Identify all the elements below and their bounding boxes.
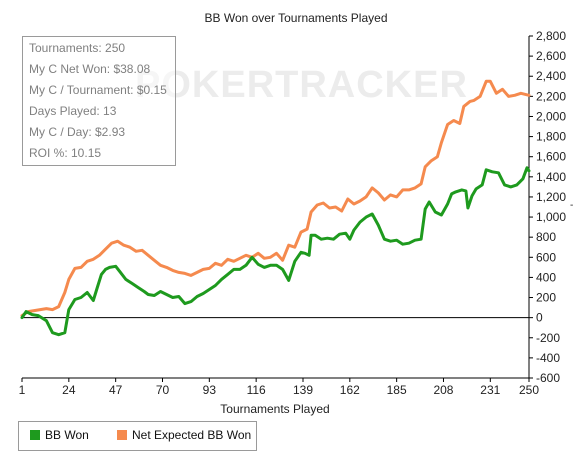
x-tick-label: 24 [62,383,76,397]
x-tick-label: 139 [293,383,313,397]
y-tick-label: -200 [536,331,560,345]
pokertracker-watermark: POKERTRACKER [135,64,468,106]
plot-frame [22,36,530,379]
y-tick-label: 1,000 [536,210,566,224]
y-tick-label: -400 [536,351,560,365]
x-tick-label: 116 [247,383,266,397]
stat-roi: ROI %: 10.15 [29,146,102,160]
x-axis: 1 24 47 70 93 116 139 162 185 208 231 250 [19,378,539,397]
x-axis-label: Tournaments Played [220,402,329,416]
x-tick-label: 47 [109,383,123,397]
y-tick-label: 2,000 [536,109,566,123]
y-tick-label: 1,800 [536,130,566,144]
x-tick-label: 208 [433,383,453,397]
series-line-net-expected [20,79,531,318]
legend-label-net-expected: Net Expected BB Won [132,428,252,442]
stat-days-played: Days Played: 13 [29,104,117,118]
stat-tournaments: Tournaments: 250 [29,41,126,55]
legend: BB Won Net Expected BB Won [18,421,257,451]
x-tick-label: 250 [519,383,539,397]
x-tick-label: 93 [203,383,217,397]
legend-swatch-net-expected [117,430,127,440]
side-mark: - [570,200,573,211]
stat-per-day: My C / Day: $2.93 [29,125,126,139]
y-tick-label: 400 [536,270,556,284]
x-tick-label: 162 [340,383,360,397]
y-tick-label: 0 [536,311,543,325]
y-tick-label: 1,400 [536,170,566,184]
y-tick-label: 1,600 [536,150,566,164]
legend-swatch-bb-won [30,430,40,440]
legend-label-bb-won: BB Won [45,428,89,442]
y-tick-label: 2,800 [536,29,566,43]
chart-title: BB Won over Tournaments Played [205,11,388,25]
y-tick-label: 2,200 [536,89,566,103]
y-tick-label: 800 [536,230,556,244]
y-tick-label: -600 [536,371,560,385]
series-line-bb-won [20,166,531,337]
y-axis: -600 -400 -200 0 200 400 600 800 1,000 1,200 1,400… [529,29,566,385]
stat-per-tournament: My C / Tournament: $0.15 [29,83,167,97]
x-tick-label: 70 [156,383,170,397]
stats-box: Tournaments: 250 My C Net Won: $38.08 My… [22,36,176,166]
y-tick-label: 2,600 [536,49,566,63]
series-layer [20,79,531,337]
y-tick-label: 1,200 [536,190,566,204]
x-tick-label: 231 [480,383,500,397]
y-tick-label: 2,400 [536,69,566,83]
y-tick-label: 600 [536,250,556,264]
x-tick-label: 1 [19,383,26,397]
stat-net-won: My C Net Won: $38.08 [29,62,151,76]
y-tick-label: 200 [536,291,556,305]
x-tick-label: 185 [387,383,407,397]
